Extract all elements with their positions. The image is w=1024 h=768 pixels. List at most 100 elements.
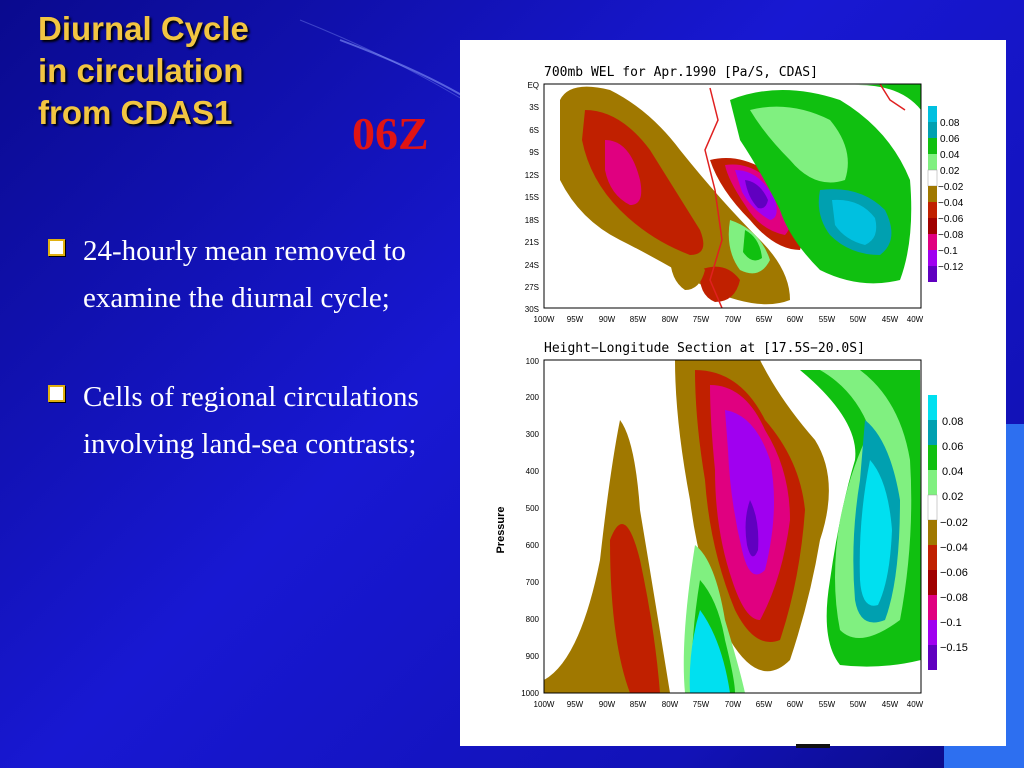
map-legend-label: −0.02 — [938, 182, 964, 193]
map-legend-label: −0.06 — [938, 214, 964, 225]
section-x-tick: 100W — [534, 700, 555, 709]
map-legend-swatch — [928, 202, 937, 218]
map-x-tick: 80W — [662, 315, 679, 324]
map-legend-label: −0.08 — [938, 230, 964, 241]
title-line-2: in circulation — [38, 52, 244, 89]
section-x-tick: 50W — [850, 700, 867, 709]
map-legend-label: −0.12 — [938, 262, 964, 273]
section-x-tick: 75W — [693, 700, 710, 709]
section-y-tick: 100 — [526, 357, 540, 366]
map-legend-label: 0.08 — [940, 118, 960, 129]
map-legend-swatch — [928, 218, 937, 234]
map-y-tick: 3S — [529, 103, 539, 112]
section-legend-swatch — [928, 570, 937, 595]
section-x-tick: 95W — [567, 700, 584, 709]
map-y-tick: 18S — [525, 216, 539, 225]
map-x-tick: 40W — [907, 315, 924, 324]
section-legend-swatch — [928, 395, 937, 420]
map-legend-label: 0.02 — [940, 166, 960, 177]
section-y-axis: 100 200 300 400 500 600 700 800 900 1000 — [521, 357, 539, 698]
section-legend-label: 0.04 — [942, 466, 963, 478]
map-legend-swatch — [927, 169, 938, 187]
section-x-tick: 90W — [599, 700, 616, 709]
map-x-tick: 90W — [599, 315, 616, 324]
map-y-tick: 27S — [525, 283, 539, 292]
section-y-tick: 600 — [526, 541, 540, 550]
slide-title: Diurnal Cycle in circulation from CDAS1 — [38, 8, 249, 134]
map-legend-swatch — [928, 186, 937, 202]
map-y-tick: 24S — [525, 261, 539, 270]
bullet-list: 24-hourly mean removed to examine the di… — [48, 228, 428, 520]
map-x-tick: 45W — [882, 315, 899, 324]
map-legend-swatch — [928, 154, 937, 170]
section-x-axis: 100W 95W 90W 85W 80W 75W 70W 65W 60W 55W… — [534, 700, 924, 709]
section-legend-label: 0.06 — [942, 441, 963, 453]
section-legend-swatch — [928, 545, 937, 570]
section-y-tick: 900 — [526, 652, 540, 661]
map-x-tick: 60W — [787, 315, 804, 324]
map-legend-swatch — [928, 122, 937, 138]
map-y-tick: EQ — [527, 81, 539, 90]
section-y-tick: 1000 — [521, 689, 539, 698]
section-y-tick: 300 — [526, 430, 540, 439]
bullet-text: Cells of regional circulations involving… — [83, 381, 419, 460]
map-x-tick: 85W — [630, 315, 647, 324]
map-contours — [544, 84, 921, 308]
map-y-axis: EQ 3S 6S 9S 12S 15S 18S 21S 24S 27S 30S — [525, 81, 539, 314]
section-legend-label: −0.02 — [940, 517, 968, 529]
map-legend-label: 0.06 — [940, 134, 960, 145]
section-legend-label: −0.08 — [940, 592, 968, 604]
section-x-tick: 80W — [662, 700, 679, 709]
map-x-axis: 100W 95W 90W 85W 80W 75W 70W 65W 60W 55W… — [534, 315, 924, 324]
section-legend-label: −0.1 — [940, 617, 962, 629]
section-legend-label: 0.02 — [942, 491, 963, 503]
map-legend-label: −0.1 — [938, 246, 958, 257]
section-x-tick: 45W — [882, 700, 899, 709]
section-x-tick: 85W — [630, 700, 647, 709]
map-x-tick: 70W — [725, 315, 742, 324]
map-y-tick: 15S — [525, 193, 539, 202]
map-y-tick: 9S — [529, 148, 539, 157]
section-legend-swatch — [928, 445, 937, 470]
section-y-tick: 800 — [526, 615, 540, 624]
section-legend-swatch — [928, 645, 937, 670]
section-legend-swatch — [928, 420, 937, 445]
map-y-tick: 21S — [525, 238, 539, 247]
map-legend-swatch — [928, 250, 937, 266]
map-legend-label: −0.04 — [938, 198, 964, 209]
section-legend-swatch — [928, 520, 937, 545]
section-y-tick: 200 — [526, 393, 540, 402]
time-tag: 06Z — [352, 108, 429, 159]
section-legend-swatch — [928, 595, 937, 620]
figure-panel: 700mb WEL for Apr.1990 [Pa/S, CDAS] EQ — [460, 40, 1006, 746]
map-legend-swatch — [928, 234, 937, 250]
section-title: Height−Longitude Section at [17.5S−20.0S… — [544, 341, 865, 356]
section-legend: 0.08 0.06 0.04 0.02 −0.02 −0.04 −0.06 −0… — [927, 395, 968, 670]
section-x-tick: 65W — [756, 700, 773, 709]
bullet-text: 24-hourly mean removed to examine the di… — [83, 235, 406, 314]
bullet-square-icon — [48, 239, 65, 256]
section-legend-label: −0.15 — [940, 642, 968, 654]
title-line-3: from CDAS1 — [38, 94, 233, 131]
section-x-tick: 40W — [907, 700, 924, 709]
section-y-tick: 400 — [526, 467, 540, 476]
bullet-item: 24-hourly mean removed to examine the di… — [48, 228, 428, 322]
figure-svg: 700mb WEL for Apr.1990 [Pa/S, CDAS] EQ — [495, 65, 968, 709]
section-legend-swatch — [928, 620, 937, 645]
map-x-tick: 95W — [567, 315, 584, 324]
section-legend-swatch — [927, 494, 938, 521]
section-ylabel: Pressure — [495, 506, 507, 553]
section-contours — [544, 360, 921, 693]
map-x-tick: 100W — [534, 315, 555, 324]
map-x-tick: 55W — [819, 315, 836, 324]
section-legend-swatch — [928, 470, 937, 495]
map-legend-swatch — [928, 106, 937, 122]
section-y-tick: 700 — [526, 578, 540, 587]
map-x-tick: 65W — [756, 315, 773, 324]
section-x-tick: 70W — [725, 700, 742, 709]
section-x-tick: 60W — [787, 700, 804, 709]
map-y-tick: 12S — [525, 171, 539, 180]
section-x-tick: 55W — [819, 700, 836, 709]
map-title: 700mb WEL for Apr.1990 [Pa/S, CDAS] — [544, 65, 818, 80]
bullet-item: Cells of regional circulations involving… — [48, 374, 428, 468]
